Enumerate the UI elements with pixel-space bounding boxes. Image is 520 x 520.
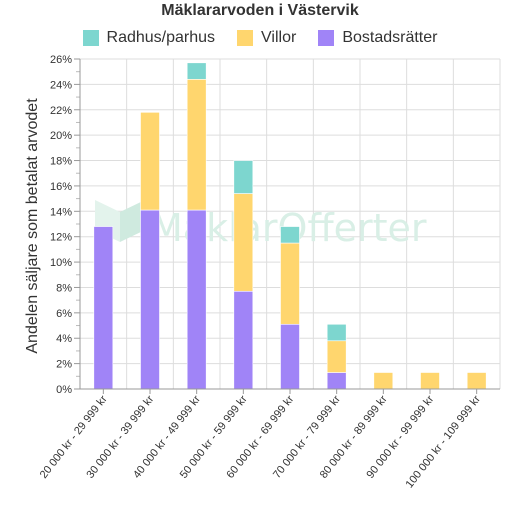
bar-segment[interactable] <box>233 193 254 292</box>
bar-segment[interactable] <box>326 340 347 373</box>
chart-title: Mäklararvoden i Västervik <box>161 2 359 19</box>
bar-segment[interactable] <box>373 372 394 390</box>
y-tick-label: 24% <box>50 79 72 91</box>
bar-segment[interactable] <box>140 209 160 390</box>
y-tick-label: 6% <box>56 308 72 320</box>
legend-swatch-villor <box>237 30 254 46</box>
legend-label-bostadsratter: Bostadsrätter <box>342 29 438 46</box>
bar-segment[interactable] <box>233 160 254 194</box>
y-tick-label: 16% <box>50 181 72 193</box>
legend-item-radhus[interactable]: Radhus/parhus <box>82 29 216 47</box>
y-tick-label: 18% <box>50 156 72 168</box>
y-tick-label: 22% <box>50 105 72 117</box>
legend-label-villor: Villor <box>261 29 297 46</box>
legend-label-radhus: Radhus/parhus <box>106 29 216 46</box>
y-tick-label: 26% <box>50 54 72 66</box>
bar-segment[interactable] <box>420 372 440 390</box>
bar-segment[interactable] <box>466 372 487 390</box>
y-tick-label: 14% <box>50 206 72 218</box>
bars-layer <box>93 62 487 390</box>
legend-item-villor[interactable]: Villor <box>237 29 296 47</box>
bar-segment[interactable] <box>280 323 300 390</box>
legend-swatch-bostadsratter <box>318 30 335 46</box>
legend: Radhus/parhus Villor Bostadsrätter <box>0 26 520 50</box>
bar-segment[interactable] <box>93 226 114 390</box>
y-tick-label: 8% <box>56 282 72 294</box>
bar-segment[interactable] <box>326 372 347 390</box>
y-tick-label: 4% <box>56 333 72 345</box>
bar-segment[interactable] <box>186 79 207 211</box>
bar-segment[interactable] <box>140 112 160 211</box>
y-tick-label: 0% <box>56 384 72 396</box>
y-tick-label: 12% <box>50 232 72 244</box>
bar-segment[interactable] <box>326 323 347 342</box>
bar-segment[interactable] <box>280 242 300 325</box>
legend-swatch-radhus <box>82 30 99 46</box>
y-tick-label: 10% <box>50 257 72 269</box>
watermark-logo-shape-2 <box>120 200 145 242</box>
y-tick-label: 2% <box>56 359 72 371</box>
legend-item-bostadsratter[interactable]: Bostadsrätter <box>318 29 437 47</box>
bar-segment[interactable] <box>233 290 254 390</box>
bar-segment[interactable] <box>186 62 207 80</box>
y-tick-label: 20% <box>50 130 72 142</box>
y-axis-title: Andelen säljare som betalat arvodet <box>24 98 41 354</box>
bar-segment[interactable] <box>280 226 300 244</box>
bar-segment[interactable] <box>186 209 207 390</box>
